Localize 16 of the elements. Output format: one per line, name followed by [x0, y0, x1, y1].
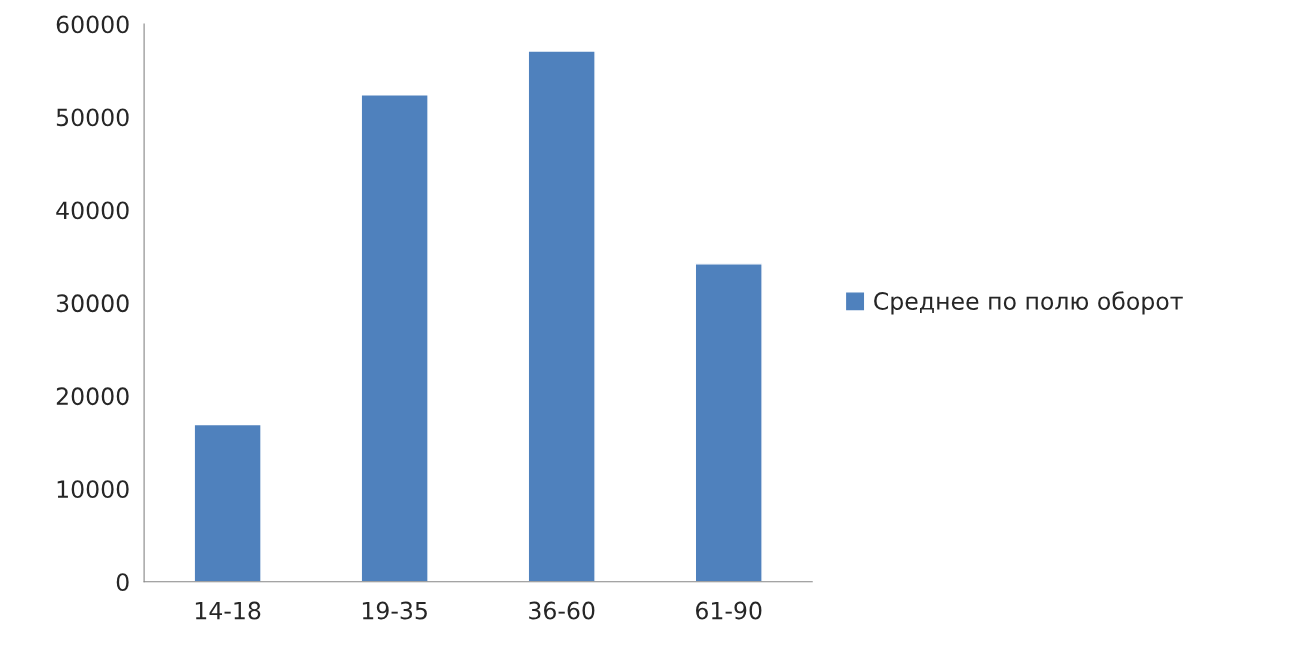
x-tick-label: 36-60 — [529, 601, 595, 620]
bar — [360, 93, 429, 582]
y-tick-label: 40000 — [56, 201, 129, 220]
y-tick-label: 0 — [116, 573, 129, 592]
y-tick-label: 50000 — [56, 108, 129, 127]
y-tick-label: 30000 — [56, 294, 129, 313]
bar — [527, 50, 596, 582]
x-tick-label: 19-35 — [362, 601, 427, 620]
y-tick-label: 10000 — [57, 480, 129, 499]
bar — [193, 423, 262, 582]
y-tick-label: 20000 — [56, 387, 129, 406]
legend-label: Среднее по полю оборот — [874, 291, 1183, 315]
x-tick-label: 14-18 — [195, 601, 261, 620]
x-tick-label: 61-90 — [696, 601, 762, 620]
bar — [694, 263, 763, 582]
y-tick-label: 60000 — [56, 15, 129, 34]
